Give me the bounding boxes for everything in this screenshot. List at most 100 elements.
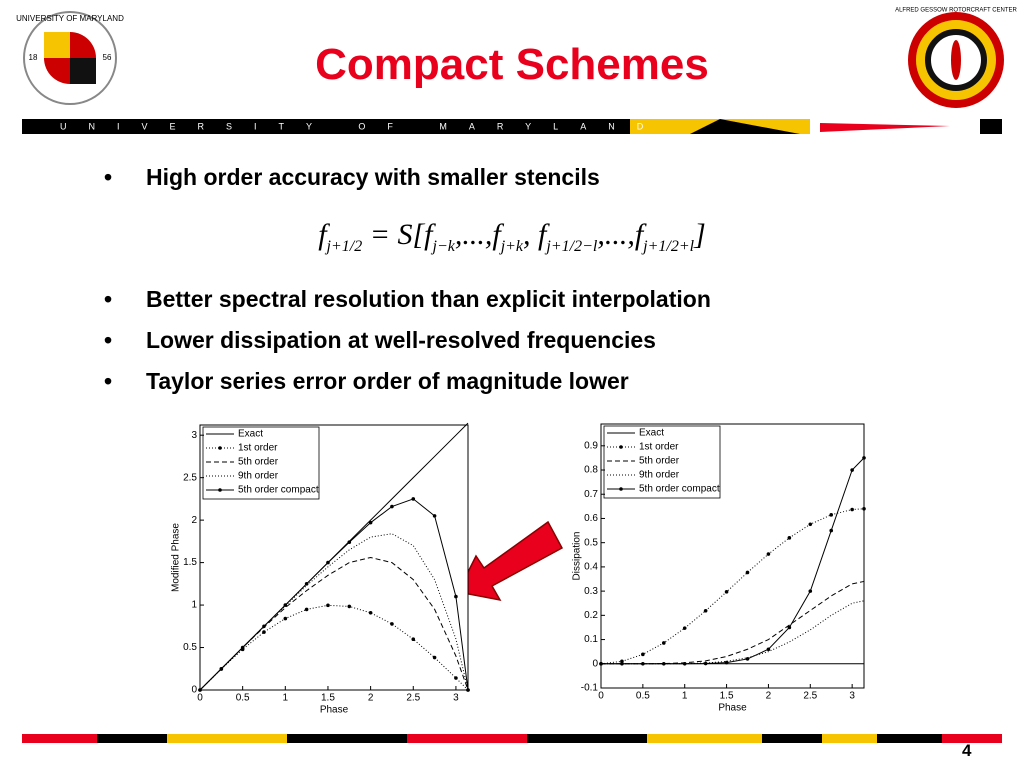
point <box>466 688 470 692</box>
legend-label: 1st order <box>639 442 679 453</box>
point <box>368 520 373 525</box>
point <box>432 514 437 518</box>
point <box>862 506 866 511</box>
point <box>787 536 792 540</box>
y-tick-label: 1 <box>191 600 197 611</box>
banner-stripe <box>820 123 950 132</box>
legend-label: 5th order compact <box>238 485 319 496</box>
y-tick-label: 0.7 <box>584 489 598 500</box>
formula-part: f <box>318 218 327 251</box>
y-tick-label: 0 <box>191 685 197 696</box>
point <box>808 589 813 593</box>
series-line <box>199 498 469 691</box>
bullet-text: High order accuracy with smaller stencil… <box>146 164 600 190</box>
y-tick-label: 0.9 <box>584 440 598 451</box>
legend-label: 5th order compact <box>639 484 720 495</box>
x-tick-label: 3 <box>453 693 459 704</box>
point <box>787 625 792 630</box>
point <box>240 645 245 650</box>
title: Compact Schemes <box>315 40 709 89</box>
point <box>703 661 708 666</box>
legend-label: 5th order <box>238 457 279 468</box>
y-tick-label: 0.5 <box>584 537 598 548</box>
point <box>724 590 729 594</box>
x-tick-label: 2.5 <box>803 691 817 702</box>
y-tick-label: 1.5 <box>183 557 197 568</box>
y-tick-label: 0 <box>592 658 598 669</box>
point <box>850 507 854 512</box>
legend-marker <box>619 445 623 449</box>
x-axis-label: Phase <box>718 703 747 714</box>
footer-stripe <box>287 734 407 743</box>
point <box>641 661 645 666</box>
x-tick-label: 2.5 <box>406 693 420 704</box>
x-tick-label: 2 <box>368 693 374 704</box>
point <box>390 622 394 626</box>
point <box>390 504 394 509</box>
footer-stripe <box>942 734 1002 743</box>
point <box>829 528 834 533</box>
bullet-text: Taylor series error order of magnitude l… <box>146 368 629 394</box>
point <box>326 603 330 608</box>
formula-part: , f <box>523 218 547 251</box>
plot-area <box>600 423 865 689</box>
point <box>850 468 854 472</box>
footer-stripe <box>527 734 647 743</box>
legend-marker <box>218 488 222 492</box>
footer-stripe <box>22 734 97 743</box>
x-tick-label: 1 <box>283 693 289 704</box>
formula: fj+1/2 = S[fj−k,...,fj+k, fj+1/2−l,...,f… <box>0 218 1024 256</box>
y-axis-label: Modified Phase <box>171 523 182 592</box>
formula-subscript: j−k <box>432 238 455 255</box>
x-tick-label: 1.5 <box>321 693 335 704</box>
y-tick-label: 0.2 <box>584 610 598 621</box>
point <box>304 582 309 586</box>
footer-stripe <box>167 734 287 743</box>
y-tick-label: 0.6 <box>584 513 598 524</box>
point <box>766 552 771 556</box>
point <box>766 647 771 652</box>
point <box>283 603 288 607</box>
point <box>219 666 224 671</box>
point <box>368 610 373 615</box>
legend-label: 1st order <box>238 443 278 454</box>
y-tick-label: -0.1 <box>581 683 599 694</box>
point <box>262 630 266 634</box>
legend-label: 9th order <box>238 471 279 482</box>
point <box>454 676 458 680</box>
legend-marker <box>218 446 222 450</box>
point <box>862 456 866 460</box>
formula-part: ] <box>694 218 706 251</box>
point <box>808 522 813 527</box>
y-tick-label: 2 <box>191 515 197 526</box>
x-tick-label: 0 <box>598 691 604 702</box>
point <box>347 540 352 545</box>
y-axis-label: Dissipation <box>572 532 583 581</box>
footer-stripe <box>407 734 527 743</box>
logo-text: ALFRED GESSOW ROTORCRAFT CENTER <box>895 8 1017 14</box>
point <box>326 560 330 565</box>
y-tick-label: 0.5 <box>183 642 197 653</box>
point <box>682 661 687 666</box>
logo-text: 18 <box>29 53 38 62</box>
legend-marker <box>619 487 623 491</box>
footer-stripe <box>647 734 762 743</box>
point <box>620 661 624 666</box>
banner-stripe <box>690 119 800 134</box>
point <box>198 688 202 692</box>
point <box>745 570 750 575</box>
x-tick-label: 0.5 <box>236 693 250 704</box>
point <box>411 497 416 501</box>
series-line <box>601 457 865 665</box>
y-tick-label: 2.5 <box>183 472 197 483</box>
logo-text: 56 <box>103 53 112 62</box>
x-tick-label: 0 <box>197 693 203 704</box>
footer-stripe <box>822 734 877 743</box>
formula-subscript: j+1/2 <box>326 238 363 255</box>
point <box>432 655 437 660</box>
formula-subscript: j+k <box>500 238 524 255</box>
x-axis-label: Phase <box>320 705 349 716</box>
x-tick-label: 0.5 <box>636 691 650 702</box>
page-number: 4 <box>962 741 972 760</box>
